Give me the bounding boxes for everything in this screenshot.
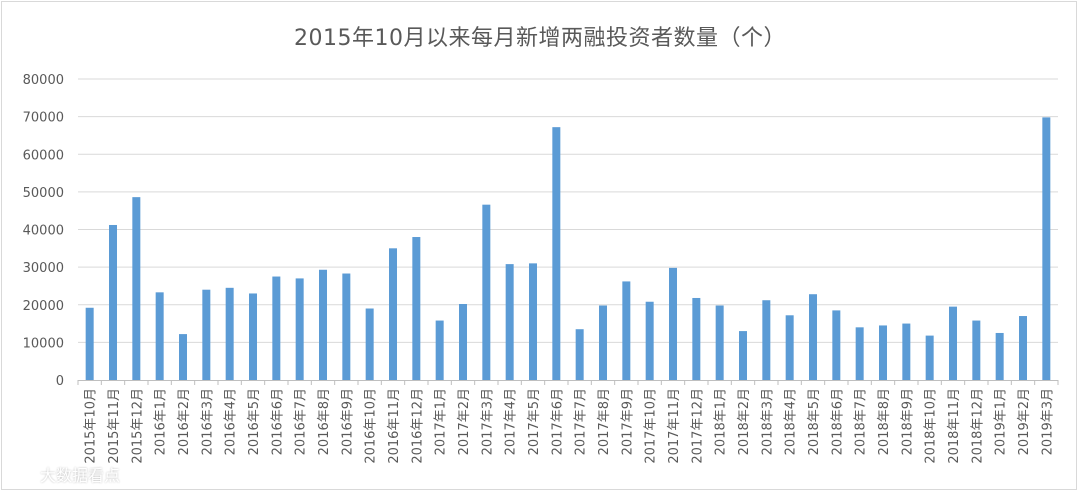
bar xyxy=(202,289,211,380)
bar xyxy=(319,269,327,380)
bar xyxy=(529,263,537,380)
x-tick-label: 2018年1月 xyxy=(714,388,729,455)
x-tick-label: 2016年1月 xyxy=(154,388,169,455)
bar xyxy=(179,334,187,380)
bar xyxy=(692,297,701,380)
watermark: 大数据看点 xyxy=(8,460,158,488)
bar xyxy=(482,204,491,380)
bar xyxy=(949,306,957,380)
x-tick-label: 2018年7月 xyxy=(854,388,869,455)
bar xyxy=(972,320,981,380)
bar xyxy=(645,301,654,380)
bar xyxy=(1019,316,1027,380)
bar xyxy=(809,294,817,380)
x-tick-label: 2018年3月 xyxy=(760,388,775,455)
x-tick-label: 2018年4月 xyxy=(784,388,799,455)
bar xyxy=(249,293,257,380)
bar xyxy=(669,267,677,380)
x-tick-label: 2018年12月 xyxy=(970,388,985,464)
x-tick-label: 2018年5月 xyxy=(807,388,822,455)
x-tick-label: 2016年11月 xyxy=(387,388,402,464)
bar xyxy=(1042,117,1051,380)
bar xyxy=(599,305,607,380)
weibo-icon xyxy=(9,465,32,484)
bar xyxy=(365,308,374,380)
x-tick-label: 2016年6月 xyxy=(270,388,285,455)
x-tick-label: 2017年7月 xyxy=(574,388,589,455)
x-tick-label: 2019年3月 xyxy=(1040,388,1055,455)
x-tick-label: 2019年2月 xyxy=(1017,388,1032,455)
x-tick-label: 2018年10月 xyxy=(924,388,939,464)
x-tick-label: 2016年5月 xyxy=(247,388,262,455)
y-tick-label: 60000 xyxy=(23,148,64,163)
bar xyxy=(412,237,421,380)
x-tick-label: 2016年4月 xyxy=(224,388,239,455)
x-tick-label: 2017年12月 xyxy=(690,388,705,464)
x-tick-label: 2018年8月 xyxy=(877,388,892,455)
bar xyxy=(739,331,747,380)
y-tick-label: 30000 xyxy=(23,261,64,276)
bar xyxy=(785,315,794,380)
y-tick-label: 0 xyxy=(56,374,64,389)
bar xyxy=(505,264,514,380)
x-tick-label: 2017年2月 xyxy=(457,388,472,455)
x-tick-label: 2018年6月 xyxy=(830,388,845,455)
x-tick-label: 2017年10月 xyxy=(644,388,659,464)
bar xyxy=(155,292,164,380)
x-tick-label: 2016年12月 xyxy=(410,388,425,464)
y-tick-label: 70000 xyxy=(23,111,64,126)
bar xyxy=(342,273,351,380)
x-tick-label: 2017年11月 xyxy=(667,388,682,464)
bar xyxy=(855,327,864,380)
x-tick-label: 2017年8月 xyxy=(597,388,612,455)
bar xyxy=(295,278,304,380)
bar xyxy=(272,276,281,380)
y-tick-label: 10000 xyxy=(23,336,64,351)
x-tick-label: 2017年4月 xyxy=(504,388,519,455)
bar xyxy=(715,305,724,380)
x-tick-label: 2017年1月 xyxy=(434,388,449,455)
x-tick-label: 2015年11月 xyxy=(107,388,122,464)
bar xyxy=(389,248,397,380)
bar xyxy=(762,300,771,380)
x-tick-label: 2018年11月 xyxy=(947,388,962,464)
bar xyxy=(925,335,934,380)
x-tick-label: 2017年5月 xyxy=(527,388,542,455)
bar xyxy=(132,197,141,380)
x-tick-label: 2015年10月 xyxy=(84,388,99,464)
bar xyxy=(225,287,234,380)
y-tick-label: 40000 xyxy=(23,224,64,239)
chart-title: 2015年10月以来每月新增两融投资者数量（个） xyxy=(294,26,786,51)
bar xyxy=(902,323,911,380)
x-tick-label: 2016年2月 xyxy=(177,388,192,455)
x-tick-label: 2016年8月 xyxy=(317,388,332,455)
watermark-text: 大数据看点 xyxy=(40,466,121,485)
bar xyxy=(435,320,444,380)
x-tick-label: 2016年10月 xyxy=(364,388,379,464)
bar xyxy=(552,127,561,380)
x-tick-label: 2017年3月 xyxy=(480,388,495,455)
x-tick-label: 2015年12月 xyxy=(130,388,145,464)
bar xyxy=(575,329,584,380)
x-tick-label: 2016年7月 xyxy=(294,388,309,455)
x-tick-label: 2018年9月 xyxy=(900,388,915,455)
x-tick-label: 2016年9月 xyxy=(340,388,355,455)
bar xyxy=(879,325,887,380)
bar xyxy=(85,307,94,380)
x-tick-label: 2017年9月 xyxy=(620,388,635,455)
y-tick-label: 80000 xyxy=(23,73,64,88)
x-tick-label: 2016年3月 xyxy=(200,388,215,455)
y-tick-label: 50000 xyxy=(23,186,64,201)
bar xyxy=(995,332,1004,380)
x-tick-label: 2017年6月 xyxy=(550,388,565,455)
y-tick-label: 20000 xyxy=(23,299,64,314)
bar xyxy=(622,281,631,380)
x-tick-label: 2019年1月 xyxy=(994,388,1009,455)
bar xyxy=(832,310,841,380)
bar xyxy=(459,303,467,380)
bar xyxy=(109,224,117,380)
x-tick-label: 2018年2月 xyxy=(737,388,752,455)
